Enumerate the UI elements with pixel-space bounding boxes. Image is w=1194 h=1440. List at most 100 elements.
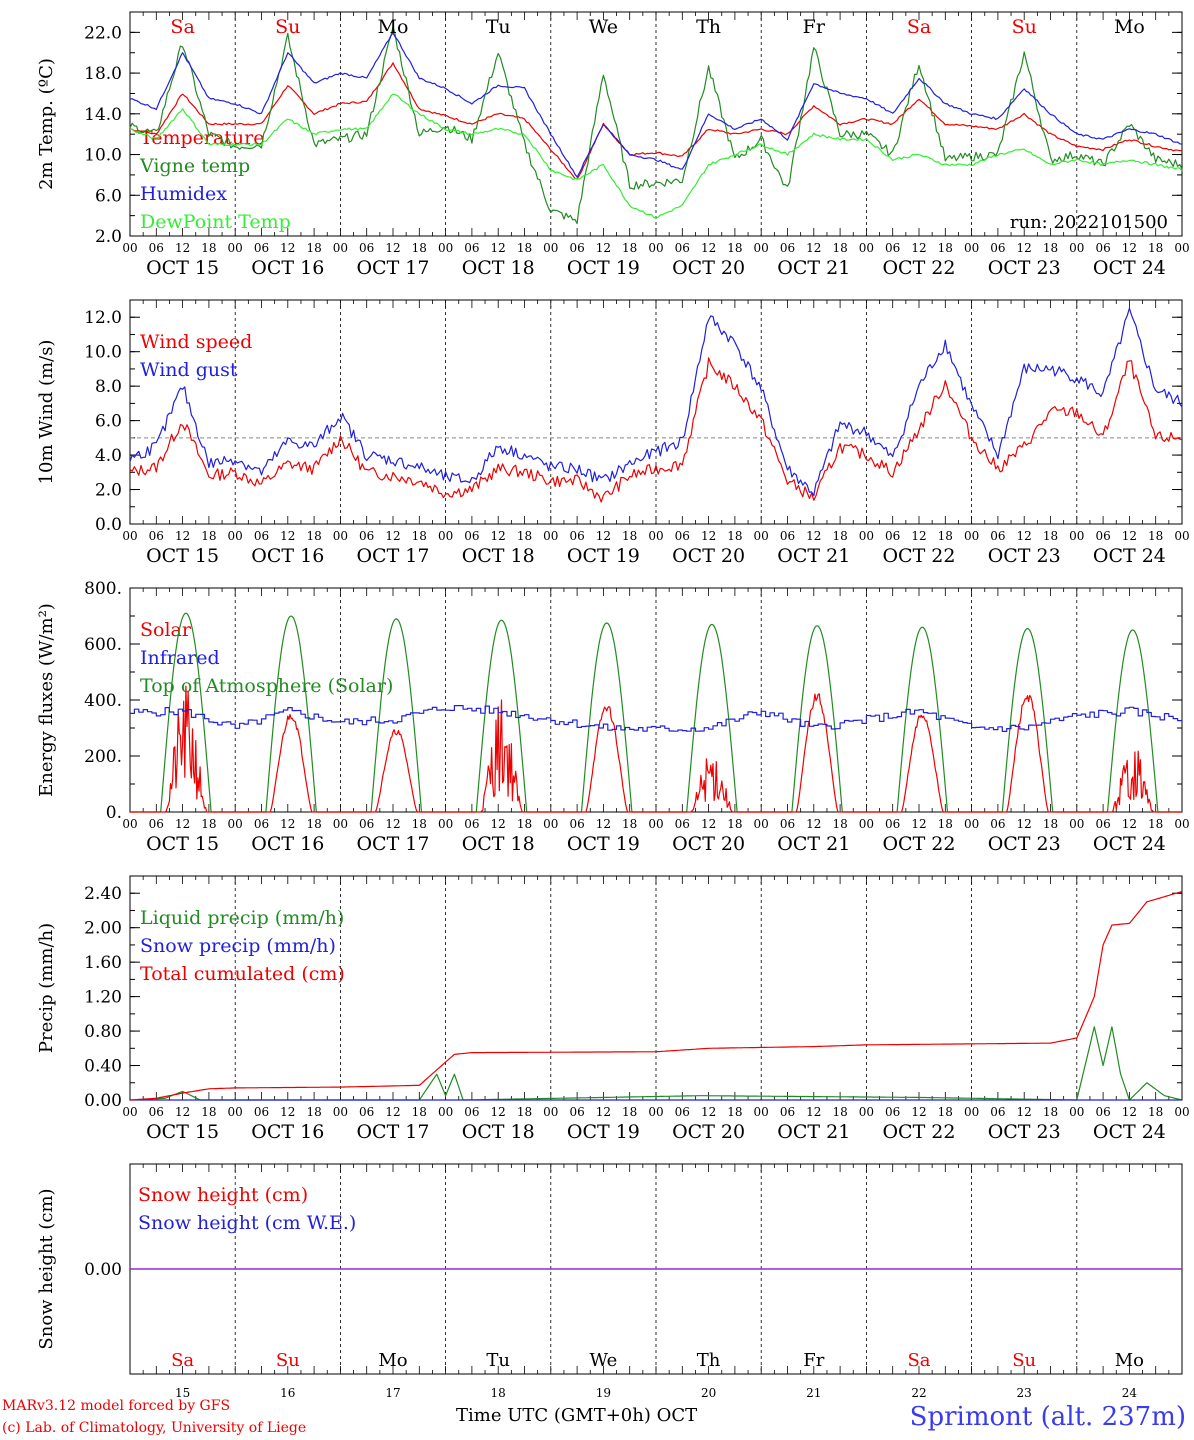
hour-label: 12 [596, 817, 611, 831]
date-label: OCT 20 [672, 1121, 745, 1143]
date-label: OCT 17 [356, 833, 429, 855]
day-label: Mo [1115, 1350, 1144, 1371]
temp-series-1 [129, 26, 1183, 225]
date-number: 24 [1122, 1386, 1138, 1400]
date-label: OCT 19 [567, 257, 640, 279]
hour-label: 12 [491, 1105, 506, 1119]
hour-label: 00 [333, 817, 348, 831]
hour-label: 12 [385, 1105, 400, 1119]
date-label: OCT 24 [1093, 257, 1166, 279]
hour-label: 06 [1095, 529, 1110, 543]
hour-label: 18 [622, 529, 637, 543]
day-label: Su [1012, 16, 1037, 38]
hour-label: 06 [149, 1105, 164, 1119]
hour-label: 12 [701, 817, 716, 831]
hour-label: 06 [780, 817, 795, 831]
hour-label: 12 [701, 1105, 716, 1119]
hour-label: 18 [1043, 1105, 1058, 1119]
hour-label: 00 [228, 817, 243, 831]
flux-ylabel: Energy fluxes (W/m²) [36, 603, 57, 797]
date-number: 20 [701, 1386, 716, 1400]
hour-label: 12 [1122, 817, 1137, 831]
hour-label: 18 [727, 241, 742, 255]
hour-label: 12 [1122, 241, 1137, 255]
hour-label: 06 [675, 1105, 690, 1119]
hour-label: 06 [885, 529, 900, 543]
meteogram: 2.0 6.0 10.0 14.0 18.0 22.0 2m Temp. (ºC) 00 06 1… [36, 11, 1190, 1400]
date-label: OCT 21 [777, 545, 850, 567]
hour-label: 06 [149, 529, 164, 543]
date-label: OCT 18 [462, 545, 535, 567]
precip-panel: 0.00 0.40 0.80 1.20 1.60 2.00 2.40 Precip (mm/h… [36, 875, 1190, 1143]
hour-label: 18 [517, 1105, 532, 1119]
day-label: Sa [907, 16, 931, 38]
hour-label: 06 [464, 817, 479, 831]
hour-label: 18 [938, 817, 953, 831]
hour-label: 18 [938, 529, 953, 543]
hour-label: 00 [754, 1105, 769, 1119]
date-number: 23 [1017, 1386, 1032, 1400]
hour-label: 18 [201, 241, 216, 255]
y-tick-label: 10.0 [84, 146, 122, 166]
date-label: OCT 18 [462, 257, 535, 279]
hour-label: 18 [622, 817, 637, 831]
hour-label: 06 [359, 241, 374, 255]
hour-label: 18 [938, 1105, 953, 1119]
hour-label: 06 [885, 817, 900, 831]
temp-series-2 [129, 32, 1183, 178]
hour-label: 00 [122, 817, 137, 831]
infrared-series [130, 704, 1183, 733]
temp-ylabel: 2m Temp. (ºC) [36, 58, 57, 190]
hour-label: 18 [832, 817, 847, 831]
y-tick-label: 6.0 [95, 186, 122, 206]
hour-label: 18 [622, 1105, 637, 1119]
wind-panel: 0.0 2.0 4.0 6.0 8.0 10.0 12.0 10m Wind (m/s) 00 0… [36, 299, 1190, 567]
hour-label: 06 [780, 241, 795, 255]
x-axis-title: Time UTC (GMT+0h) OCT [456, 1405, 698, 1426]
date-label: OCT 15 [146, 257, 219, 279]
hour-label: 18 [306, 529, 321, 543]
hour-label: 12 [806, 241, 821, 255]
wind-frame [129, 299, 1183, 525]
hour-label: 12 [280, 241, 295, 255]
date-number: 19 [596, 1386, 611, 1400]
date-number: 22 [911, 1386, 926, 1400]
hour-label: 12 [1017, 241, 1032, 255]
hour-label: 12 [1122, 1105, 1137, 1119]
hour-label: 06 [1095, 241, 1110, 255]
precip-series-2 [129, 890, 1183, 1101]
hour-label: 18 [1043, 241, 1058, 255]
snow-legend-1: Snow height (cm W.E.) [138, 1212, 356, 1234]
day-label: Mo [1114, 16, 1145, 38]
date-label: OCT 16 [251, 833, 324, 855]
hour-label: 12 [491, 817, 506, 831]
day-label: Su [1012, 1350, 1036, 1371]
hour-label: 00 [859, 1105, 874, 1119]
hour-label: 18 [412, 241, 427, 255]
wind-ylabel: 10m Wind (m/s) [36, 340, 57, 485]
hour-label: 18 [306, 1105, 321, 1119]
date-number: 17 [385, 1386, 400, 1400]
hour-label: 06 [675, 529, 690, 543]
hour-label: 06 [1095, 1105, 1110, 1119]
date-number: 21 [806, 1386, 821, 1400]
date-label: OCT 16 [251, 545, 324, 567]
hour-label: 12 [385, 817, 400, 831]
day-label: Mo [378, 1350, 407, 1371]
hour-label: 00 [1174, 529, 1189, 543]
temp-series-0 [129, 62, 1183, 180]
hour-label: 06 [254, 817, 269, 831]
hour-label: 06 [885, 241, 900, 255]
hour-label: 00 [1174, 241, 1189, 255]
hour-label: 00 [648, 1105, 663, 1119]
date-label: OCT 21 [777, 1121, 850, 1143]
station-name: Sprimont (alt. 237m) [909, 1402, 1186, 1432]
day-label: Su [275, 16, 300, 38]
date-label: OCT 17 [356, 545, 429, 567]
date-label: OCT 21 [777, 833, 850, 855]
date-label: OCT 15 [146, 1121, 219, 1143]
hour-label: 06 [464, 529, 479, 543]
date-number: 15 [175, 1386, 190, 1400]
hour-label: 00 [333, 529, 348, 543]
y-tick-label: 1.20 [84, 988, 122, 1008]
